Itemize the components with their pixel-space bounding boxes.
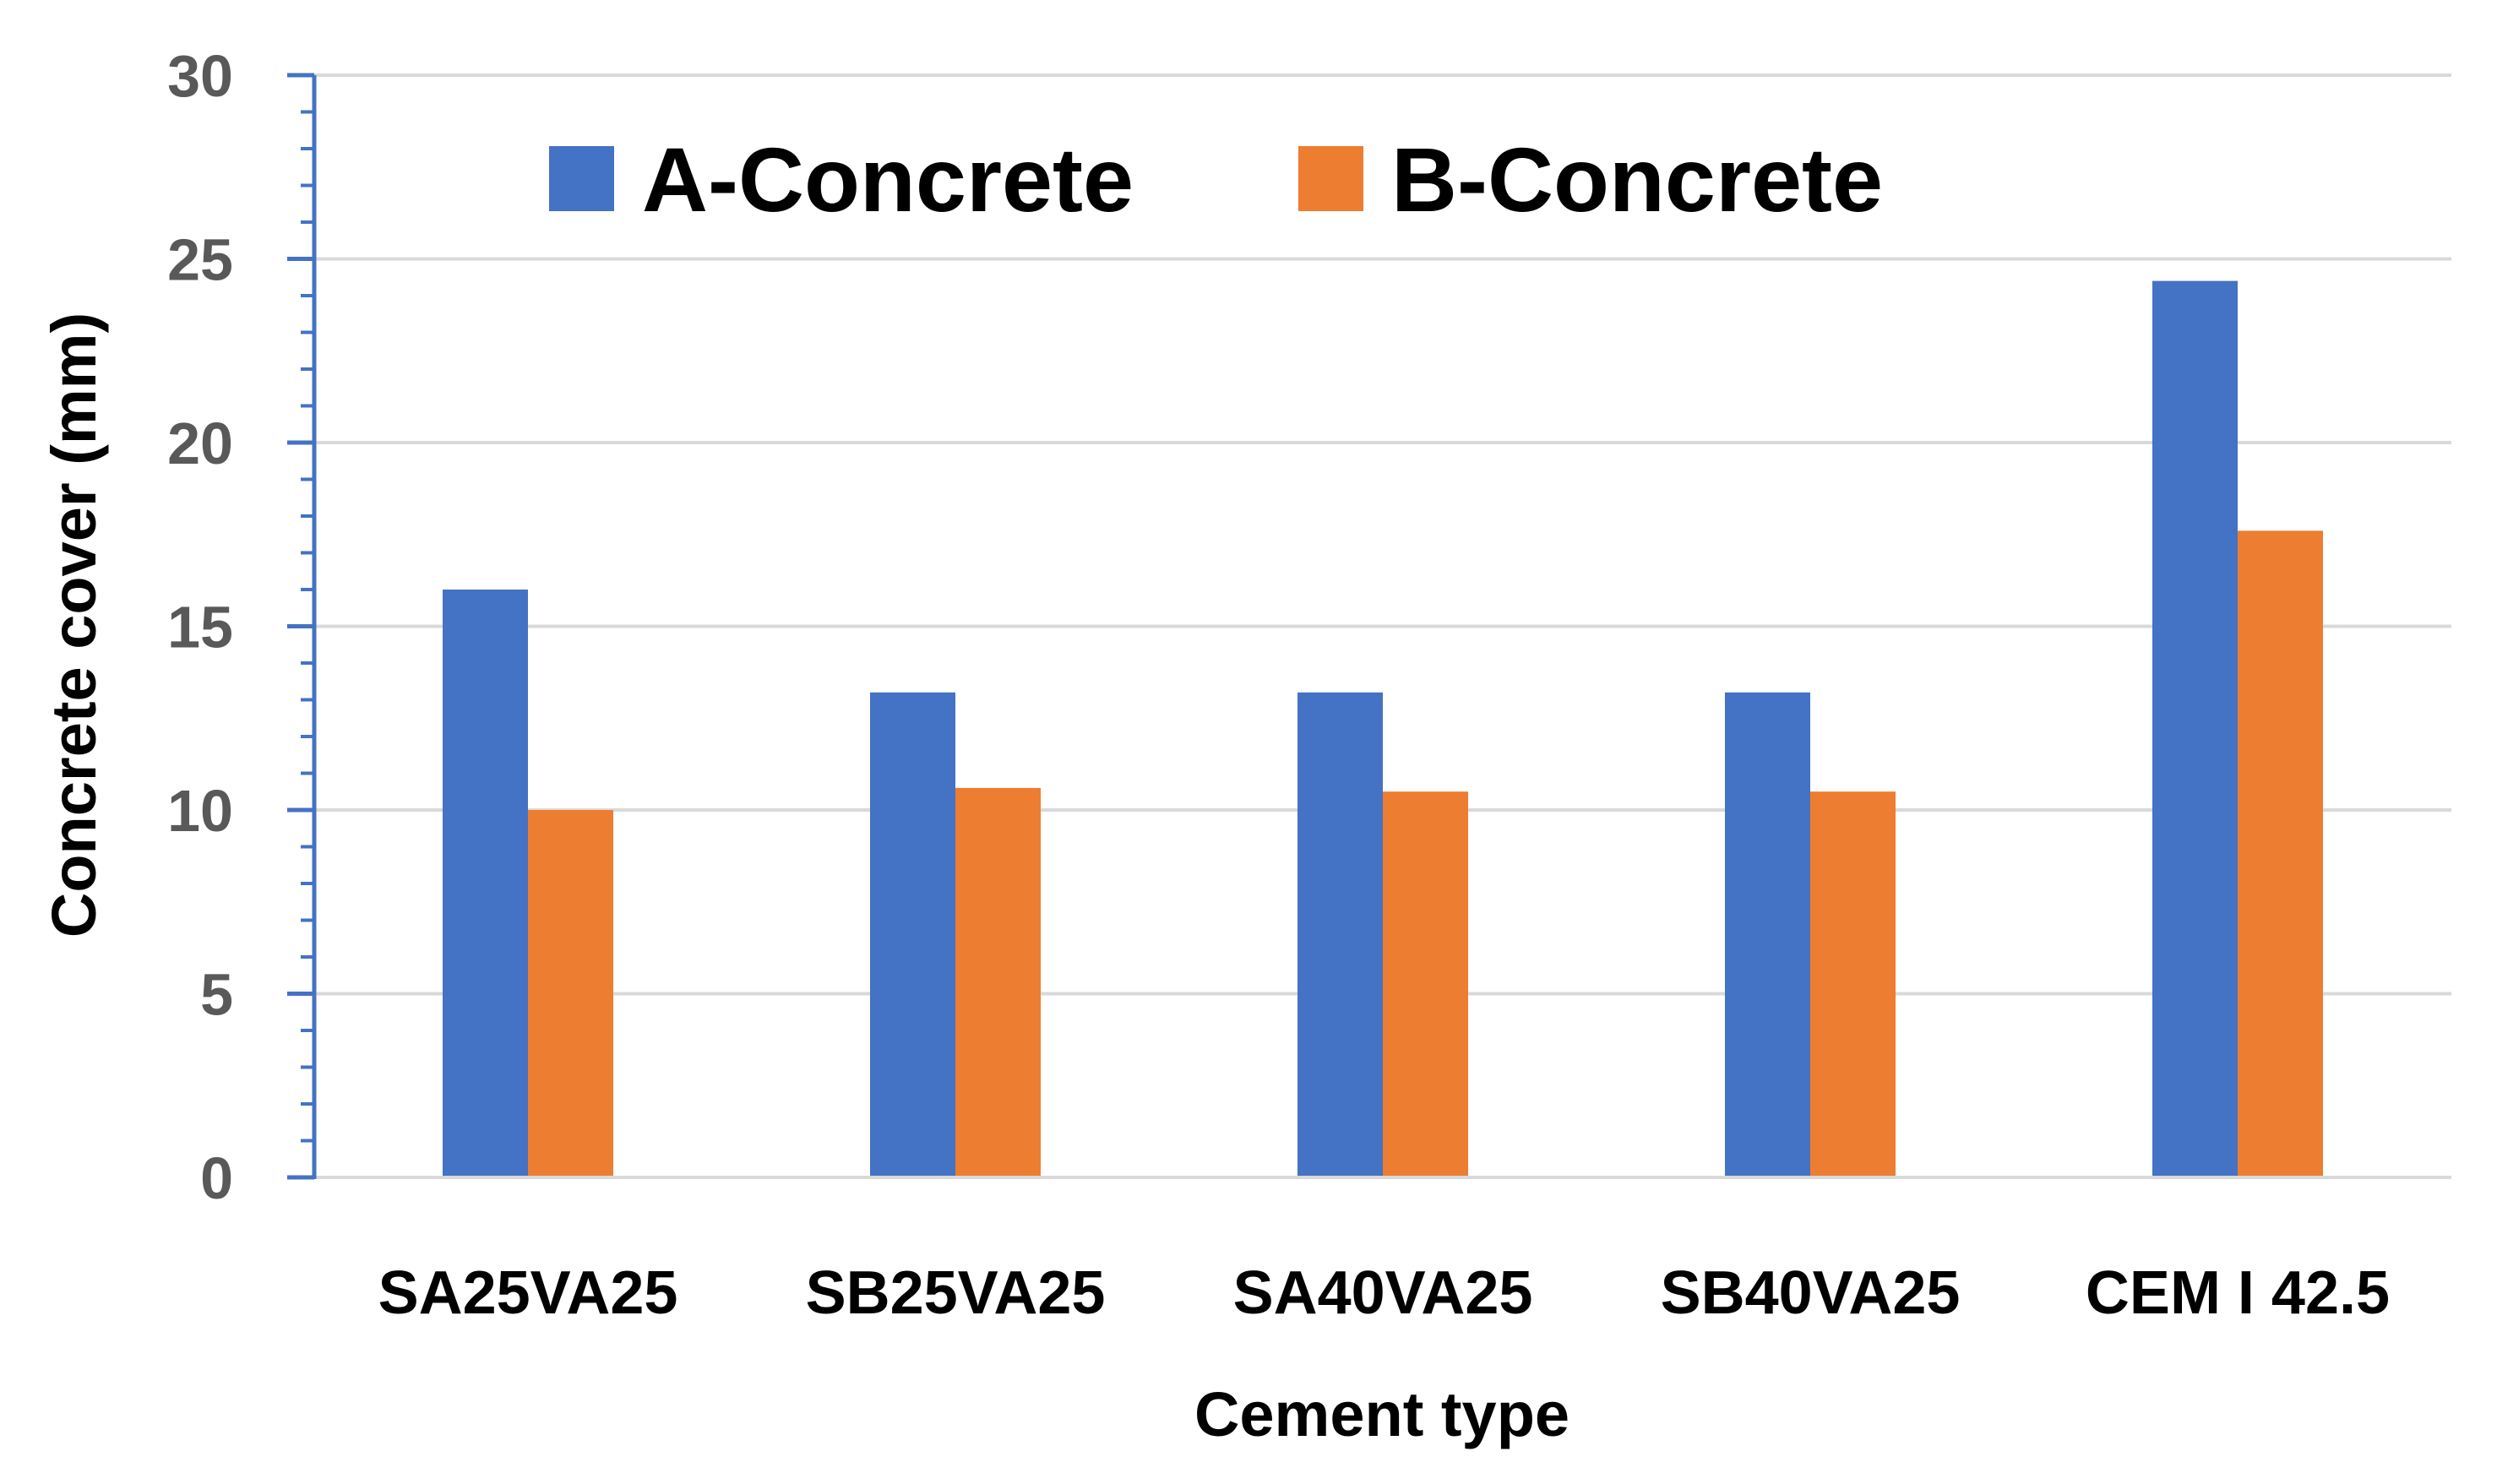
x-tick-label: SA25VA25 xyxy=(378,1259,678,1327)
legend-label-a-concrete: A-Concrete xyxy=(642,128,1134,231)
y-tick-label: 0 xyxy=(200,1145,233,1211)
y-tick-labels: 0 5 10 15 20 25 30 xyxy=(167,43,233,1211)
legend-label-b-concrete: B-Concrete xyxy=(1391,128,1883,231)
bar-b-concrete-2 xyxy=(955,787,1041,1177)
y-axis-title: Concrete cover (mm) xyxy=(39,313,109,938)
x-tick-label: SB40VA25 xyxy=(1661,1259,1961,1327)
y-tick-label: 25 xyxy=(167,227,233,293)
x-tick-label: CEM I 42.5 xyxy=(2086,1259,2390,1327)
legend-swatch-a-concrete xyxy=(549,146,614,211)
bar-b-concrete-4 xyxy=(1810,791,1896,1177)
gridlines xyxy=(314,73,2451,996)
bar-b-concrete-1 xyxy=(528,810,613,1177)
y-tick-label: 5 xyxy=(200,962,233,1028)
bar-a-concrete-5 xyxy=(2152,280,2238,1178)
legend-swatch-b-concrete xyxy=(1298,146,1363,211)
x-tick-labels: SA25VA25 SB25VA25 SA40VA25 SB40VA25 CEM I 42… xyxy=(378,1259,2391,1327)
x-axis-title: Cement type xyxy=(1194,1379,1569,1449)
bar-a-concrete-2 xyxy=(870,692,955,1177)
bar-a-concrete-1 xyxy=(443,590,528,1177)
y-tick-label: 10 xyxy=(167,778,233,844)
bar-b-concrete-3 xyxy=(1383,791,1468,1177)
y-tick-label: 15 xyxy=(167,595,233,660)
y-tick-label: 30 xyxy=(167,43,233,109)
bars xyxy=(443,280,2323,1178)
bar-a-concrete-3 xyxy=(1297,692,1383,1177)
legend: A-Concrete B-Concrete xyxy=(549,128,1883,231)
axes xyxy=(287,73,2451,1180)
x-tick-label: SB25VA25 xyxy=(806,1259,1106,1327)
bar-b-concrete-5 xyxy=(2238,530,2323,1177)
x-tick-label: SA40VA25 xyxy=(1233,1259,1533,1327)
bar-a-concrete-4 xyxy=(1725,692,1810,1177)
y-tick-label: 20 xyxy=(167,410,233,476)
